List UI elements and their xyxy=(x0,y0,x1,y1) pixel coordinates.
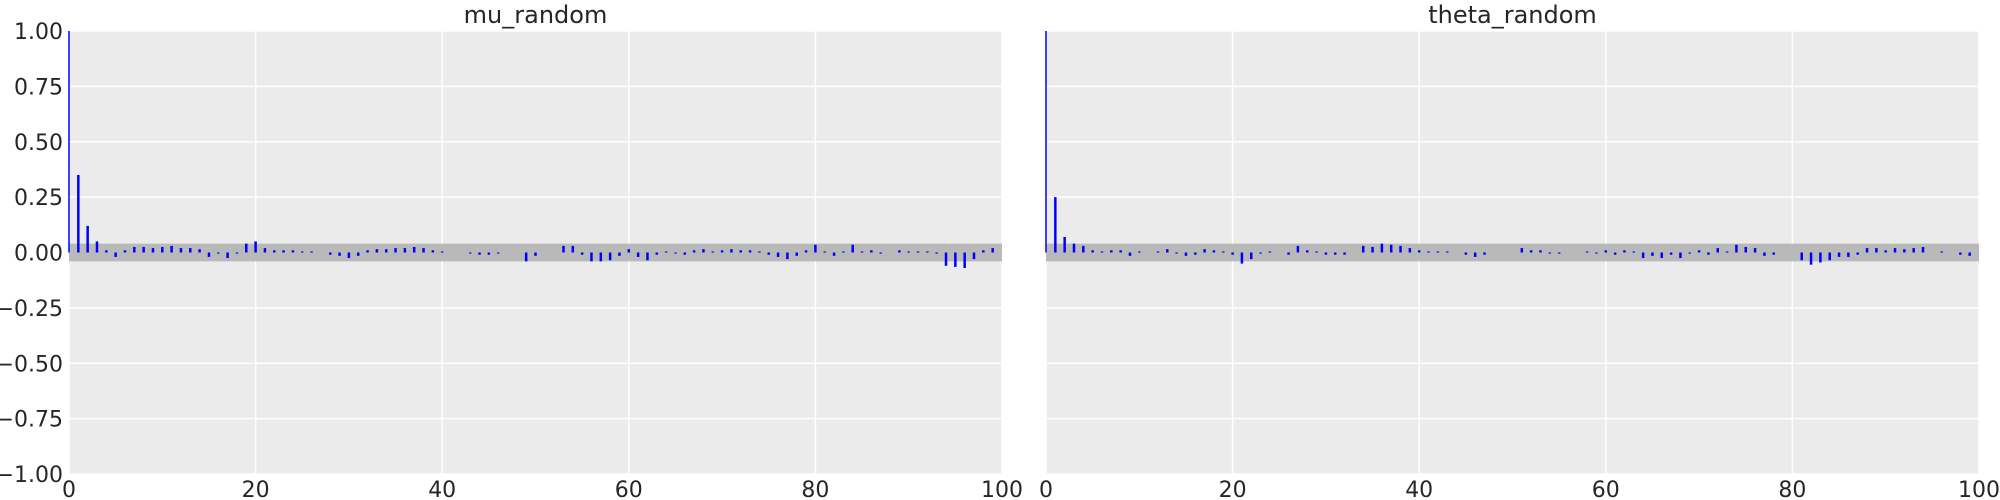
x-tick-label: 20 xyxy=(1219,478,1247,500)
x-tick-label: 60 xyxy=(615,478,643,500)
y-tick-label: 0.00 xyxy=(14,242,63,267)
y-tick-label: 0.50 xyxy=(14,131,63,156)
acf-bars xyxy=(1045,31,1971,265)
x-tick-label: 80 xyxy=(801,478,829,500)
x-tick-label: 0 xyxy=(62,478,76,500)
acf-bars xyxy=(68,31,994,269)
y-tick-label: −0.25 xyxy=(0,297,63,322)
panel-title: mu_random xyxy=(464,1,608,29)
x-tick-label: 40 xyxy=(1405,478,1433,500)
x-tick-label: 0 xyxy=(1039,478,1053,500)
y-tick-label: 1.00 xyxy=(14,20,63,45)
panel-title: theta_random xyxy=(1428,1,1597,29)
panel-theta-random: theta_random 0 20 40 60 80 100 xyxy=(1039,1,2000,500)
y-tick-label: 0.25 xyxy=(14,186,63,211)
x-tick-label: 80 xyxy=(1778,478,1806,500)
x-tick-label: 60 xyxy=(1592,478,1620,500)
x-tick-labels: 0 20 40 60 80 100 xyxy=(1039,478,2000,500)
x-tick-label: 100 xyxy=(981,478,1023,500)
y-tick-labels: 1.00 0.75 0.50 0.25 0.00 −0.25 −0.50 −0.75 −1.00 xyxy=(0,20,63,488)
x-tick-labels: 0 20 40 60 80 100 xyxy=(62,478,1023,500)
y-tick-label: −1.00 xyxy=(0,463,63,488)
y-tick-label: −0.50 xyxy=(0,352,63,377)
panel-mu-random: mu_random 1.00 0.75 0.50 0.25 0.00 −0.25 −0.50… xyxy=(0,1,1023,500)
y-tick-label: 0.75 xyxy=(14,75,63,100)
x-tick-label: 100 xyxy=(1958,478,2000,500)
x-tick-label: 20 xyxy=(242,478,270,500)
y-tick-label: −0.75 xyxy=(0,408,63,433)
x-tick-label: 40 xyxy=(428,478,456,500)
